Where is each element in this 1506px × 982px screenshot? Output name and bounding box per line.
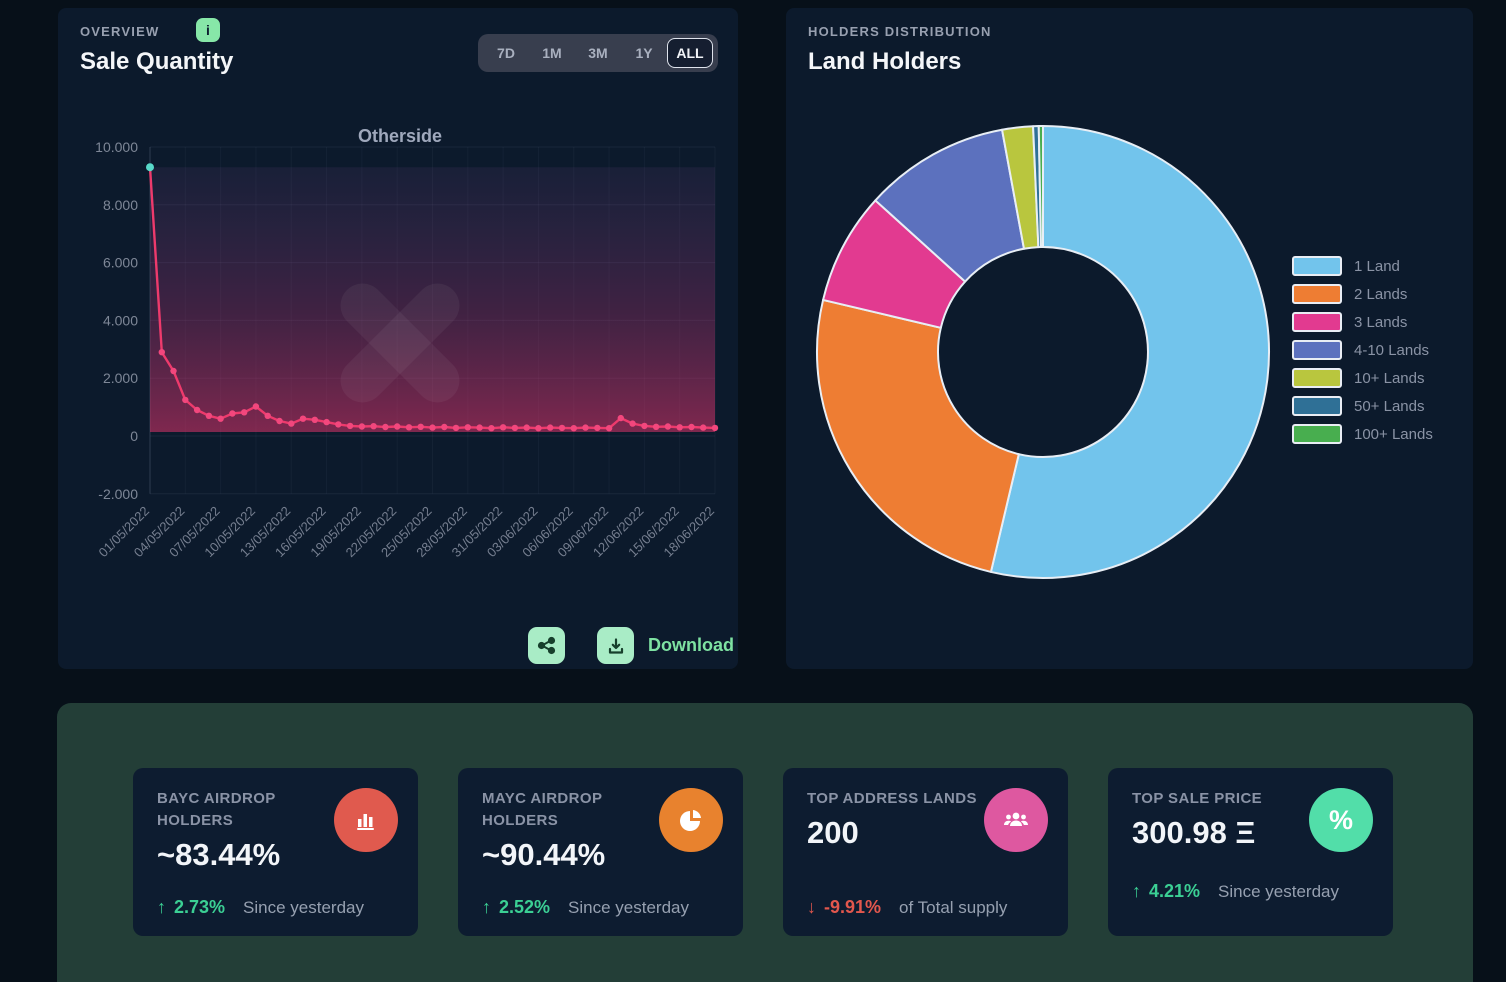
- stat-value: 300.98 Ξ: [1132, 814, 1256, 850]
- trend-arrow-icon: ↓: [807, 897, 816, 917]
- svg-text:8.000: 8.000: [103, 197, 138, 213]
- delta-percent: -9.91%: [824, 897, 882, 917]
- delta-percent: 2.73%: [174, 897, 226, 917]
- sale-quantity-title: Sale Quantity: [80, 48, 234, 75]
- share-glyph: [537, 636, 556, 655]
- legend-swatch: [1292, 256, 1342, 276]
- holders-eyebrow: HOLDERS DISTRIBUTION: [808, 24, 992, 39]
- chart-export-row: Download: [528, 627, 734, 664]
- donut-legend: 1 Land 2 Lands 3 Lands 4-10 Lands 10+ La…: [1292, 256, 1433, 444]
- sale-quantity-panel: OVERVIEW i Sale Quantity 7D 1M 3M 1Y ALL…: [58, 8, 738, 669]
- stat-card-bayc-airdrop: BAYC AIRDROP HOLDERS ~83.44% ↑ 2.73% Sin…: [133, 768, 418, 936]
- svg-text:6.000: 6.000: [103, 255, 138, 271]
- legend-swatch: [1292, 396, 1342, 416]
- stat-delta-row: ↑ 2.52% Since yesterday: [482, 897, 689, 918]
- pie-chart-icon: [659, 788, 723, 852]
- svg-text:0: 0: [130, 428, 138, 444]
- stat-card-mayc-airdrop: MAYC AIRDROP HOLDERS ~90.44% ↑ 2.52% Sin…: [458, 768, 743, 936]
- legend-label: 50+ Lands: [1354, 397, 1425, 415]
- range-button-all[interactable]: ALL: [667, 38, 713, 68]
- stat-card-top-sale-price: TOP SALE PRICE 300.98 Ξ % ↑ 4.21% Since …: [1108, 768, 1393, 936]
- download-icon[interactable]: [597, 627, 634, 664]
- stat-delta-row: ↑ 2.73% Since yesterday: [157, 897, 364, 918]
- trend-arrow-icon: ↑: [157, 897, 166, 917]
- share-icon[interactable]: [528, 627, 565, 664]
- svg-text:2.000: 2.000: [103, 370, 138, 386]
- legend-item-3-lands[interactable]: 3 Lands: [1292, 312, 1433, 332]
- legend-item-10-plus-lands[interactable]: 10+ Lands: [1292, 368, 1433, 388]
- legend-item-4-10-lands[interactable]: 4-10 Lands: [1292, 340, 1433, 360]
- stat-label: TOP SALE PRICE: [1132, 790, 1263, 807]
- svg-text:-2.000: -2.000: [98, 486, 138, 502]
- legend-item-50-plus-lands[interactable]: 50+ Lands: [1292, 396, 1433, 416]
- legend-swatch: [1292, 312, 1342, 332]
- bar-chart-icon: [334, 788, 398, 852]
- trend-arrow-icon: ↑: [1132, 881, 1141, 901]
- svg-text:4.000: 4.000: [103, 312, 138, 328]
- legend-swatch: [1292, 368, 1342, 388]
- svg-text:10.000: 10.000: [95, 139, 138, 155]
- legend-label: 4-10 Lands: [1354, 341, 1430, 359]
- stat-label: BAYC AIRDROP HOLDERS: [157, 790, 276, 829]
- legend-item-100-plus-lands[interactable]: 100+ Lands: [1292, 424, 1433, 444]
- time-range-selector: 7D 1M 3M 1Y ALL: [478, 34, 718, 72]
- land-holders-title: Land Holders: [808, 48, 962, 75]
- legend-label: 1 Land: [1354, 257, 1400, 275]
- stat-delta-row: ↑ 4.21% Since yesterday: [1132, 881, 1339, 902]
- info-icon[interactable]: i: [196, 18, 220, 42]
- land-holders-panel: HOLDERS DISTRIBUTION Land Holders 1 Land…: [786, 8, 1473, 669]
- stat-label: TOP ADDRESS LANDS: [807, 790, 977, 807]
- legend-swatch: [1292, 284, 1342, 304]
- download-glyph: [608, 637, 623, 654]
- range-button-1m[interactable]: 1M: [529, 38, 575, 68]
- stat-value: 200: [807, 814, 859, 850]
- legend-label: 10+ Lands: [1354, 369, 1425, 387]
- stats-panel: BAYC AIRDROP HOLDERS ~83.44% ↑ 2.73% Sin…: [57, 703, 1473, 982]
- delta-note: Since yesterday: [243, 898, 364, 917]
- legend-swatch: [1292, 424, 1342, 444]
- svg-text:Otherside: Otherside: [358, 126, 442, 146]
- legend-label: 3 Lands: [1354, 313, 1408, 331]
- overview-eyebrow: OVERVIEW: [80, 24, 160, 39]
- stat-label: MAYC AIRDROP HOLDERS: [482, 790, 603, 829]
- range-button-7d[interactable]: 7D: [483, 38, 529, 68]
- range-button-3m[interactable]: 3M: [575, 38, 621, 68]
- legend-item-1-land[interactable]: 1 Land: [1292, 256, 1433, 276]
- download-label[interactable]: Download: [648, 635, 734, 655]
- legend-item-2-lands[interactable]: 2 Lands: [1292, 284, 1433, 304]
- delta-note: Since yesterday: [568, 898, 689, 917]
- delta-note: Since yesterday: [1218, 882, 1339, 901]
- legend-label: 2 Lands: [1354, 285, 1408, 303]
- stat-card-top-address-lands: TOP ADDRESS LANDS 200 ↓ -9.91% of Total …: [783, 768, 1068, 936]
- stat-value: ~83.44%: [157, 836, 281, 872]
- legend-swatch: [1292, 340, 1342, 360]
- stat-delta-row: ↓ -9.91% of Total supply: [807, 897, 1007, 918]
- delta-percent: 2.52%: [499, 897, 551, 917]
- percent-icon: %: [1309, 788, 1373, 852]
- trend-arrow-icon: ↑: [482, 897, 491, 917]
- range-button-1y[interactable]: 1Y: [621, 38, 667, 68]
- stat-value: ~90.44%: [482, 836, 606, 872]
- users-icon: [984, 788, 1048, 852]
- delta-note: of Total supply: [899, 898, 1008, 917]
- legend-label: 100+ Lands: [1354, 425, 1433, 443]
- delta-percent: 4.21%: [1149, 881, 1201, 901]
